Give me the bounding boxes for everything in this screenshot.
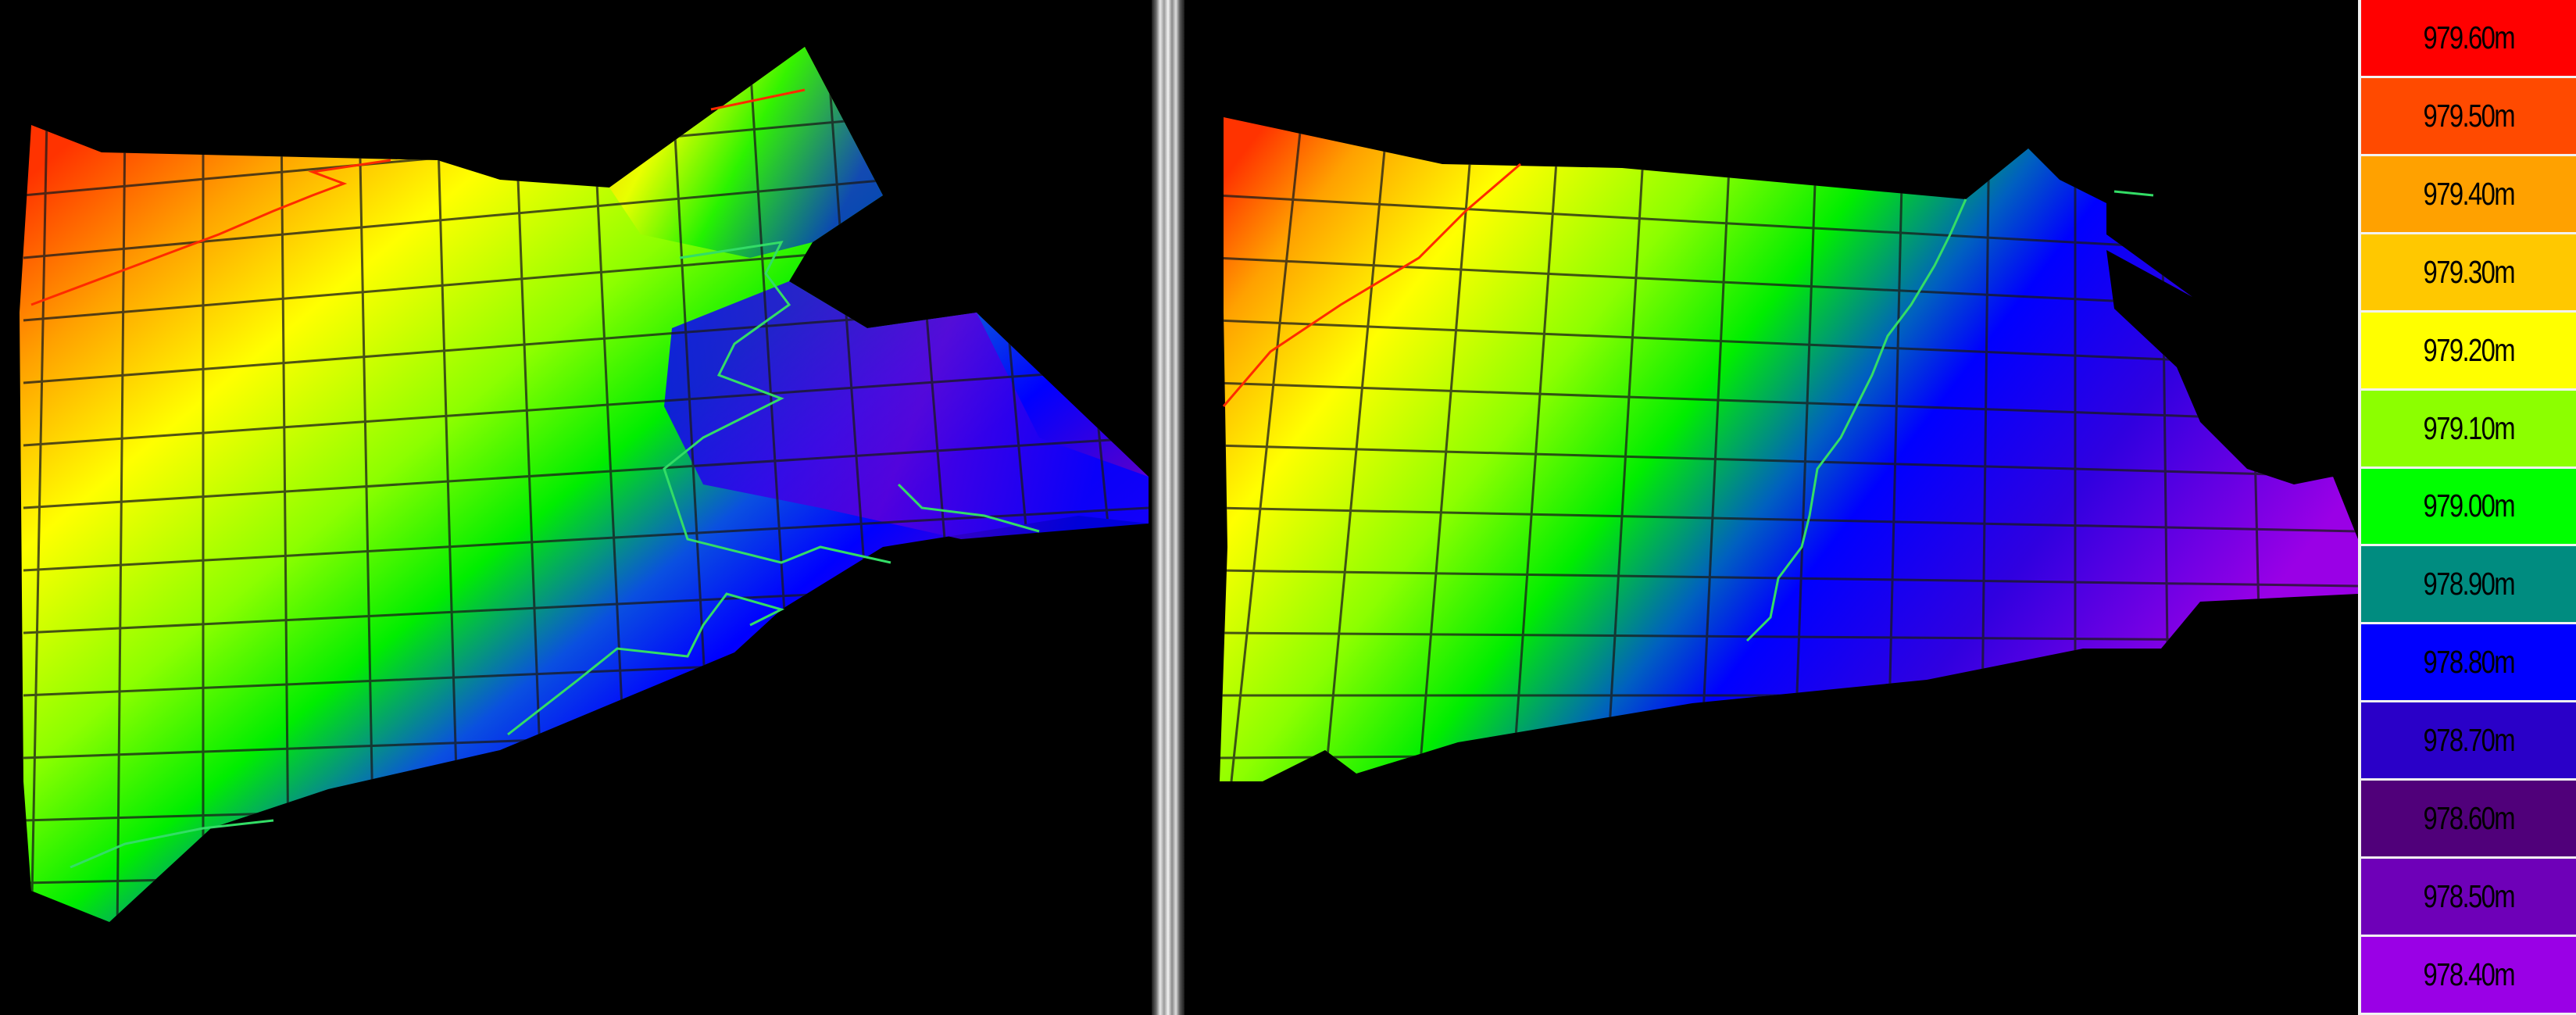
surface-right (1220, 117, 2358, 781)
surface-render-left (20, 47, 1149, 922)
contour-lines-right (1222, 163, 2154, 642)
elevation-legend: 979.60m 979.50m 979.40m 979.30m 979.20m … (2358, 0, 2576, 1015)
legend-item: 978.90m (2361, 546, 2576, 625)
legend-item: 979.30m (2361, 234, 2576, 313)
surface-left-peak (609, 47, 883, 258)
legend-item: 978.70m (2361, 702, 2576, 781)
surface-viewport-left[interactable] (0, 0, 1152, 1015)
legend-item: 979.40m (2361, 155, 2576, 234)
legend-item: 978.60m (2361, 781, 2576, 860)
contour-lines-left (30, 88, 1040, 869)
surface-left (20, 47, 1149, 922)
legend-item: 978.40m (2361, 937, 2576, 1015)
legend-item: 979.10m (2361, 390, 2576, 469)
legend-item: 979.60m (2361, 0, 2576, 78)
legend-item: 979.00m (2361, 468, 2576, 547)
legend-item: 979.50m (2361, 77, 2576, 156)
surface-viewport-right[interactable] (1184, 0, 2358, 1015)
viewport-splitter[interactable] (1152, 0, 1184, 1015)
surface-left-valley (664, 281, 1149, 539)
legend-item: 979.20m (2361, 312, 2576, 391)
legend-item: 978.80m (2361, 624, 2576, 703)
surface-render-right (1220, 117, 2358, 781)
legend-item: 978.50m (2361, 859, 2576, 938)
